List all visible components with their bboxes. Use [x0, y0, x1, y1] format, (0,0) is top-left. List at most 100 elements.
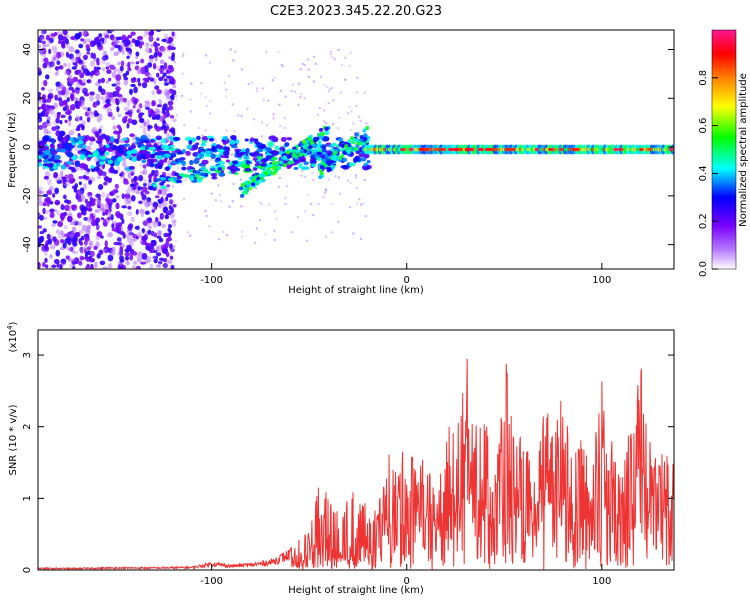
spectrogram-cell: [94, 166, 100, 172]
spectrogram-cell: [57, 97, 63, 102]
spectrogram-cell: [157, 51, 163, 58]
spectrogram-cell: [103, 246, 110, 254]
spectrogram-cell: [334, 175, 337, 178]
spectrogram-cell: [307, 68, 310, 71]
spectrogram-cell: [144, 100, 150, 104]
spectrogram-cell: [360, 203, 363, 206]
spectrogram-cell: [83, 248, 87, 254]
spectrogram-cell: [153, 205, 158, 210]
spectrogram-cell: [102, 211, 106, 216]
snr-x-tick-label: 100: [592, 576, 611, 587]
spectrogram-cell: [189, 98, 192, 101]
spectrogram-cell: [340, 144, 345, 149]
spectrogram-cell: [327, 178, 331, 181]
spectrogram-cell: [148, 58, 154, 64]
spectrogram-cell: [96, 231, 103, 237]
spectrogram-cell: [99, 207, 106, 212]
spectrogram-cell: [159, 70, 164, 75]
spectrogram-cell: [107, 264, 112, 269]
spectrogram-cell: [346, 112, 350, 115]
spectrogram-cell: [272, 171, 277, 176]
spectrogram-cell: [89, 200, 96, 207]
spectrogram-cell: [163, 88, 169, 96]
spectrogram-cell: [163, 33, 169, 39]
spectrogram-cell: [99, 161, 105, 166]
spectrogram-cell: [139, 103, 143, 109]
spectrogram-cell: [86, 246, 91, 251]
spectrogram-cell: [100, 37, 105, 42]
spectrogram-x-ticks: -100 0 100: [200, 263, 611, 286]
spectrogram-cell: [58, 100, 63, 108]
spectrogram-cell: [130, 195, 136, 202]
spectrogram-cell: [151, 255, 157, 260]
spectrogram-cell: [54, 66, 60, 71]
spectrogram-cell: [169, 199, 174, 205]
spectrogram-cell: [126, 123, 130, 129]
spectrogram-cell: [158, 76, 164, 82]
snr-frame: [37, 329, 675, 571]
spectrogram-cell: [287, 160, 292, 165]
spectrogram-cell: [66, 160, 73, 165]
spectrogram-cell: [355, 176, 358, 179]
spectrogram-cell: [211, 175, 218, 180]
spectrogram-cell: [142, 164, 147, 169]
spectrogram-cell: [47, 163, 54, 168]
spectrogram-cell: [129, 183, 135, 188]
spectrogram-cell: [67, 247, 72, 251]
spectrogram-cell: [140, 170, 145, 175]
spectrogram-cell: [94, 112, 100, 117]
spectrogram-cell: [69, 246, 74, 252]
spectrogram-cell: [337, 138, 344, 142]
snr-x-axis-label: Height of straight line (km): [288, 585, 424, 596]
spectrogram-cell: [117, 156, 123, 162]
spectrogram-cell: [299, 149, 305, 154]
spectrogram-cell: [104, 91, 111, 99]
spectrogram-cell: [105, 197, 110, 203]
spectrogram-cell: [107, 232, 113, 238]
spectrogram-cell: [237, 114, 240, 117]
spectrogram-cell: [168, 80, 174, 85]
spectrogram-cell: [100, 96, 105, 100]
spectrogram-cell: [54, 125, 60, 130]
spectrogram-cell: [72, 242, 78, 247]
spectrogram-cell: [138, 113, 143, 119]
spectrogram-cell: [121, 193, 125, 200]
spectrogram-cell: [95, 217, 101, 223]
spectrogram-cell: [132, 264, 136, 269]
spectrogram-cell: [299, 96, 302, 99]
spectrogram-cell: [150, 109, 154, 114]
spectrogram-cell: [144, 242, 149, 247]
spectrogram-cell: [280, 136, 287, 143]
spectrogram-cell: [112, 169, 119, 174]
spectrogram-cell: [166, 68, 172, 74]
spectrogram-cell: [90, 60, 95, 67]
spectrogram-cell: [164, 206, 168, 212]
spectrogram-cell: [126, 62, 131, 68]
spectrogram-cell: [124, 193, 131, 200]
spectrogram-cell: [337, 176, 341, 179]
spectrogram-cell: [331, 231, 334, 234]
spectrogram-cell: [123, 76, 129, 81]
spectrogram-cell: [155, 154, 164, 160]
spectrogram-cell: [42, 193, 49, 198]
spectrogram-cell: [214, 198, 218, 202]
spectrogram-cell: [99, 260, 106, 266]
spectrogram-cell: [201, 159, 209, 165]
spectrogram-cell: [129, 254, 134, 261]
spectrogram-cell: [324, 235, 328, 238]
spectrogram-cell: [140, 261, 146, 265]
spectrogram-cell: [77, 198, 83, 203]
spectrogram-cell: [131, 178, 135, 184]
spectrogram-cell: [38, 92, 42, 97]
spectrogram-cell: [262, 99, 265, 102]
spectrogram-cell: [223, 81, 226, 84]
spectrogram-cell: [165, 240, 170, 247]
spectrogram-cell: [103, 181, 108, 186]
spectrogram-cell: [84, 111, 90, 117]
spectrogram-cell: [68, 129, 75, 136]
spectrogram-cell: [59, 213, 66, 220]
spectrogram-cell: [253, 140, 260, 145]
spectrogram-cell: [297, 103, 300, 107]
spectrogram-cell: [107, 159, 114, 164]
spectrogram-cell: [303, 97, 306, 100]
